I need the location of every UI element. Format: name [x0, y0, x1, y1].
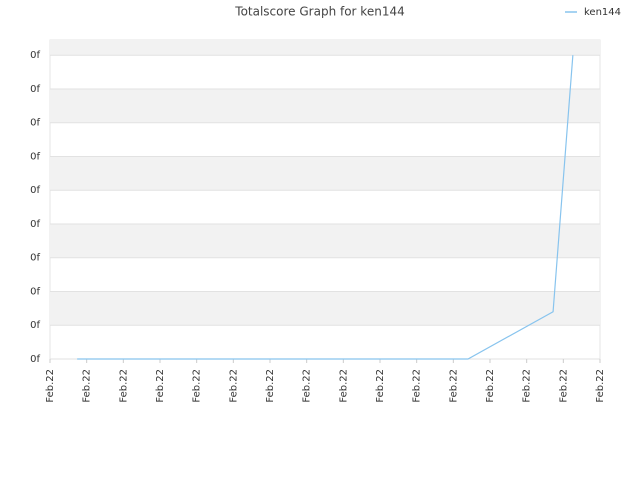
- y-tick-label: 0f: [30, 253, 40, 264]
- band: [50, 156, 600, 191]
- y-tick-label: 0f: [30, 151, 40, 162]
- x-tick-label: Feb.22: [558, 369, 569, 403]
- series-line: [77, 55, 574, 360]
- y-tick-label: 0f: [30, 84, 40, 95]
- x-tick-label: Feb.22: [302, 369, 313, 403]
- x-tick-label: Feb.22: [192, 369, 203, 403]
- band: [50, 223, 600, 258]
- x-tick-label: Feb.22: [522, 369, 533, 403]
- y-tick-label: 0f: [30, 185, 40, 196]
- x-tick-label: Feb.22: [155, 369, 166, 403]
- y-tick-label: 0f: [30, 118, 40, 129]
- y-tick-label: 0f: [30, 354, 40, 365]
- x-tick-label: Feb.22: [448, 369, 459, 403]
- x-tick-label: Feb.22: [82, 369, 93, 403]
- x-tick-label: Feb.22: [375, 369, 386, 403]
- x-tick-label: Feb.22: [118, 369, 129, 403]
- legend-label: ken144: [584, 7, 621, 18]
- band: [50, 88, 600, 123]
- x-tick-label: Feb.22: [265, 369, 276, 403]
- y-tick-label: 0f: [30, 50, 40, 61]
- band: [50, 291, 600, 326]
- y-tick-label: 0f: [30, 320, 40, 331]
- y-tick-label: 0f: [30, 286, 40, 297]
- x-tick-label: Feb.22: [228, 369, 239, 403]
- x-tick-label: Feb.22: [45, 369, 56, 403]
- x-tick-label: Feb.22: [338, 369, 349, 403]
- chart-title: Totalscore Graph for ken144: [234, 5, 404, 19]
- y-tick-label: 0f: [30, 219, 40, 230]
- x-tick-label: Feb.22: [595, 369, 606, 403]
- band: [50, 40, 600, 56]
- x-tick-label: Feb.22: [485, 369, 496, 403]
- x-tick-label: Feb.22: [412, 369, 423, 403]
